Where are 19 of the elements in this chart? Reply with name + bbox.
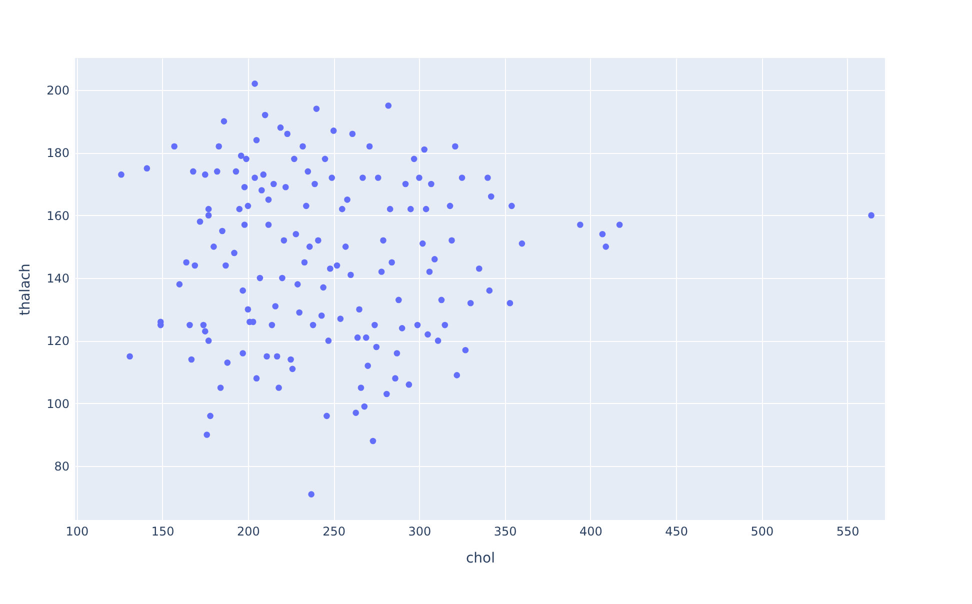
y-tick-label: 180 bbox=[46, 146, 70, 160]
x-tick-label: 450 bbox=[665, 524, 688, 538]
x-tick-label: 100 bbox=[66, 524, 89, 538]
x-axis-title: chol bbox=[466, 550, 496, 566]
y-tick-label: 120 bbox=[46, 334, 70, 348]
y-tick-label: 80 bbox=[54, 460, 70, 474]
y-axis-title: thalach bbox=[18, 264, 34, 316]
x-tick-label: 300 bbox=[408, 524, 432, 538]
x-tick-label: 550 bbox=[836, 524, 860, 538]
x-tick-label: 400 bbox=[580, 524, 602, 538]
x-tick-label: 200 bbox=[237, 524, 260, 538]
y-tick-label: 140 bbox=[46, 272, 70, 286]
y-tick-label: 100 bbox=[46, 396, 70, 411]
x-tick-label: 150 bbox=[151, 524, 174, 538]
x-tick-label: 350 bbox=[494, 524, 517, 538]
x-tick-label: 500 bbox=[750, 524, 774, 538]
y-tick-label: 200 bbox=[46, 83, 70, 98]
x-tick-label: 250 bbox=[322, 524, 346, 538]
y-tick-label: 160 bbox=[46, 208, 70, 223]
